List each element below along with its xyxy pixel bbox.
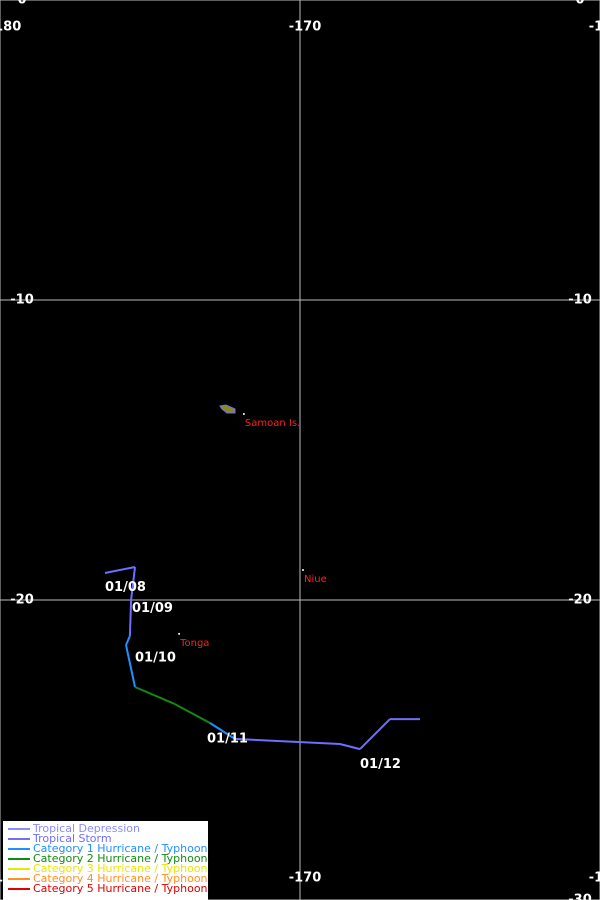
track-segment <box>125 644 136 688</box>
track-segment <box>128 599 133 637</box>
dates: 01/08 01/09 01/10 01/11 01/12 <box>105 580 401 772</box>
legend-label: Category 5 Hurricane / Typhoon <box>33 882 208 895</box>
lon-label: -180 <box>0 20 21 35</box>
track-segment <box>234 737 340 745</box>
date-label: 01/12 <box>360 757 401 772</box>
place-label: Niue <box>304 574 327 585</box>
legend-label: Category 4 Hurricane / Typhoon <box>33 872 208 885</box>
place-label: Tonga <box>179 638 209 649</box>
place-dot <box>302 569 304 571</box>
legend-label: Category 2 Hurricane / Typhoon <box>33 852 208 865</box>
places: Samoan Is. Niue Tonga <box>178 413 327 649</box>
lon-label: -170 <box>289 20 322 35</box>
place-dot <box>242 413 245 415</box>
lon-label: -160 <box>589 871 600 886</box>
lat-label: 0 <box>17 0 26 8</box>
lon-label: -170 <box>289 871 322 886</box>
legend-label: Category 1 Hurricane / Typhoon <box>33 842 208 855</box>
lat-label: 0 <box>575 0 584 8</box>
track-segment <box>209 722 236 740</box>
track-segment <box>134 686 176 706</box>
lat-label: -30 <box>568 893 592 900</box>
track-segment <box>104 566 136 574</box>
legend-label: Category 3 Hurricane / Typhoon <box>33 862 208 875</box>
legend-label: Tropical Depression <box>32 822 140 835</box>
date-label: 01/08 <box>105 580 146 595</box>
lat-label: -10 <box>10 293 34 308</box>
place-dot <box>178 632 181 635</box>
track <box>104 566 420 751</box>
legend-box <box>3 821 208 900</box>
place-label: Samoan Is. <box>245 418 300 429</box>
date-label: 01/10 <box>135 651 176 666</box>
lat-label: -20 <box>568 593 592 608</box>
track-segment <box>130 566 136 601</box>
date-label: 01/11 <box>207 732 248 747</box>
legend-label: Tropical Storm <box>32 832 112 845</box>
lat-label: -20 <box>10 593 34 608</box>
samoa-island <box>219 404 236 414</box>
track-segment <box>174 703 211 724</box>
lat-label: -10 <box>568 293 592 308</box>
track-segment <box>339 743 361 751</box>
track-segment <box>125 635 131 646</box>
track-segment <box>359 718 391 750</box>
date-label: 01/09 <box>132 601 173 616</box>
lon-label: -160 <box>589 20 600 35</box>
